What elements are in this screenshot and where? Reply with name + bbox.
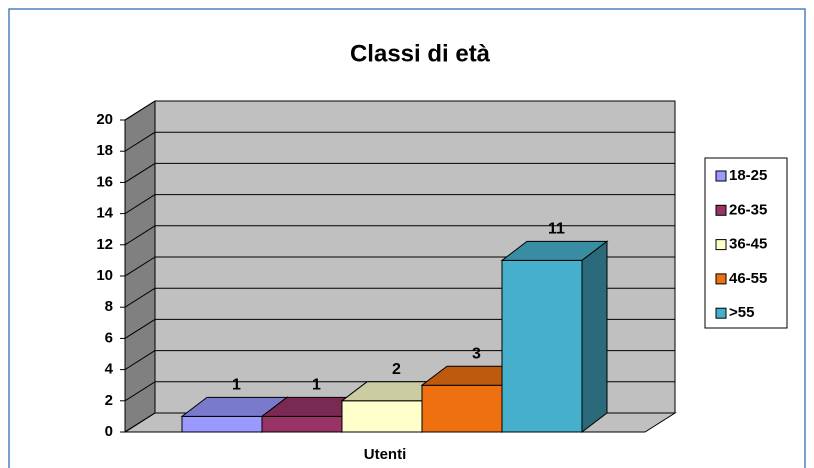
legend-swatch	[715, 204, 727, 216]
y-tick-label: 12	[96, 236, 113, 253]
chart-title: Classi di età	[350, 40, 491, 67]
legend-label: 18-25	[729, 167, 767, 184]
y-tick-label: 2	[105, 392, 113, 409]
grid-line	[124, 194, 156, 215]
y-tick-label: 10	[96, 267, 113, 284]
y-tick-label: 20	[96, 111, 113, 128]
y-tick-label: 18	[96, 142, 113, 159]
legend-label: 46-55	[729, 270, 767, 287]
legend-label: 26-35	[729, 201, 767, 218]
grid-line	[124, 225, 156, 246]
grid-line	[124, 131, 156, 152]
value-label: 3	[472, 345, 481, 362]
value-label: 1	[312, 377, 321, 394]
grid-line	[124, 381, 156, 402]
grid-line	[124, 350, 156, 371]
value-label: 11	[548, 221, 565, 238]
y-tick-label: 6	[105, 329, 113, 346]
bar	[341, 400, 423, 433]
legend-swatch	[715, 307, 727, 319]
legend-swatch	[715, 273, 727, 285]
legend-swatch	[715, 170, 727, 182]
value-label: 1	[232, 377, 241, 394]
legend-label: >55	[729, 304, 754, 321]
grid-line	[124, 256, 156, 277]
grid-line	[124, 412, 156, 433]
grid-line	[124, 162, 156, 183]
value-label: 2	[392, 361, 401, 378]
bar	[261, 415, 343, 433]
bar-side	[581, 240, 608, 434]
y-tick-label: 0	[105, 423, 113, 440]
y-tick-label: 8	[105, 298, 113, 315]
y-tick-label: 14	[96, 205, 113, 222]
bar	[421, 384, 503, 433]
bar	[501, 259, 583, 433]
legend-swatch	[715, 239, 727, 251]
y-tick-label: 16	[96, 173, 113, 190]
bar	[181, 415, 263, 433]
y-tick-label: 4	[105, 361, 114, 378]
grid-line	[124, 318, 156, 339]
grid-line	[124, 287, 156, 308]
grid-line	[124, 100, 156, 121]
legend-label: 36-45	[729, 236, 767, 253]
x-tick-label: Utenti	[364, 446, 407, 463]
